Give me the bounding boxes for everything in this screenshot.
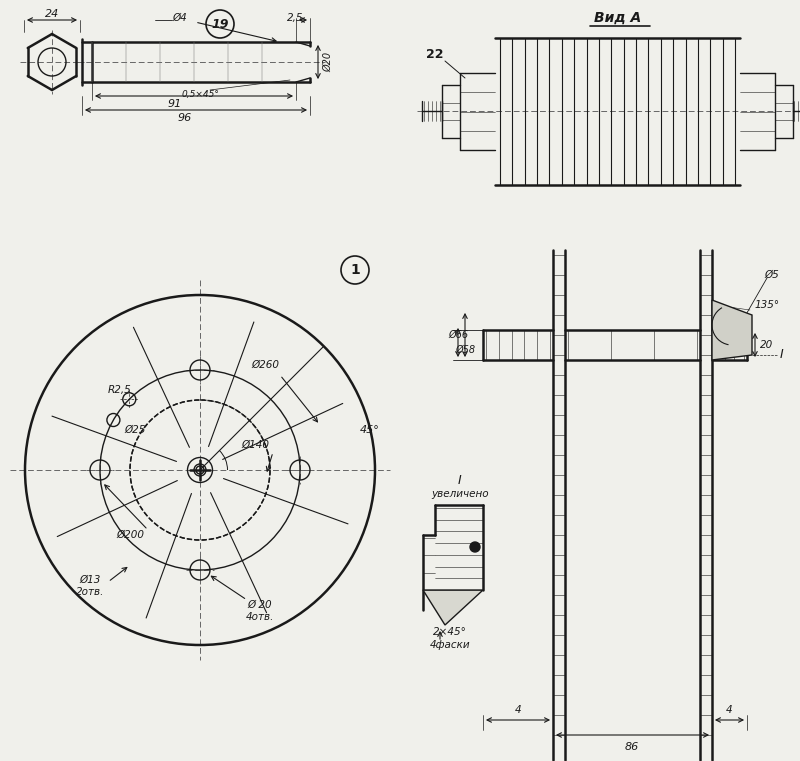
Circle shape [470,542,480,552]
Text: 86: 86 [625,742,639,752]
Text: R2,5: R2,5 [108,385,132,395]
Text: I: I [780,349,784,361]
Text: Ø140: Ø140 [241,440,269,450]
Polygon shape [423,590,483,625]
Text: увеличено: увеличено [431,489,489,499]
Text: 135°: 135° [754,300,779,310]
Text: 91: 91 [168,99,182,109]
Text: 4: 4 [514,705,522,715]
Text: 24: 24 [45,9,59,19]
Text: 22: 22 [426,49,444,62]
Text: 4отв.: 4отв. [246,612,274,622]
Text: Ø5: Ø5 [765,270,779,280]
Text: 2отв.: 2отв. [76,587,104,597]
Text: 4: 4 [726,705,732,715]
Text: Ø200: Ø200 [116,530,144,540]
Text: 2×45°: 2×45° [433,627,467,637]
Text: 1: 1 [350,263,360,277]
Text: Ø25: Ø25 [124,425,146,435]
Text: Ø260: Ø260 [251,360,279,370]
Text: Ø66: Ø66 [448,330,468,340]
Text: Ø4: Ø4 [173,13,187,23]
Text: 4фаски: 4фаски [430,640,470,650]
Polygon shape [712,300,752,360]
Text: I: I [458,473,462,486]
Text: Вид A: Вид A [594,11,642,25]
Text: 20: 20 [760,340,774,350]
Text: 45°: 45° [360,425,380,435]
Text: 19: 19 [211,18,229,30]
Text: 0,5×45°: 0,5×45° [181,90,219,98]
Text: 96: 96 [178,113,192,123]
Text: Ø20: Ø20 [323,52,333,72]
Text: 2,5: 2,5 [286,13,303,23]
Text: Ø 20: Ø 20 [248,600,272,610]
Text: Ø13: Ø13 [79,575,101,585]
Text: Ø58: Ø58 [455,345,475,355]
